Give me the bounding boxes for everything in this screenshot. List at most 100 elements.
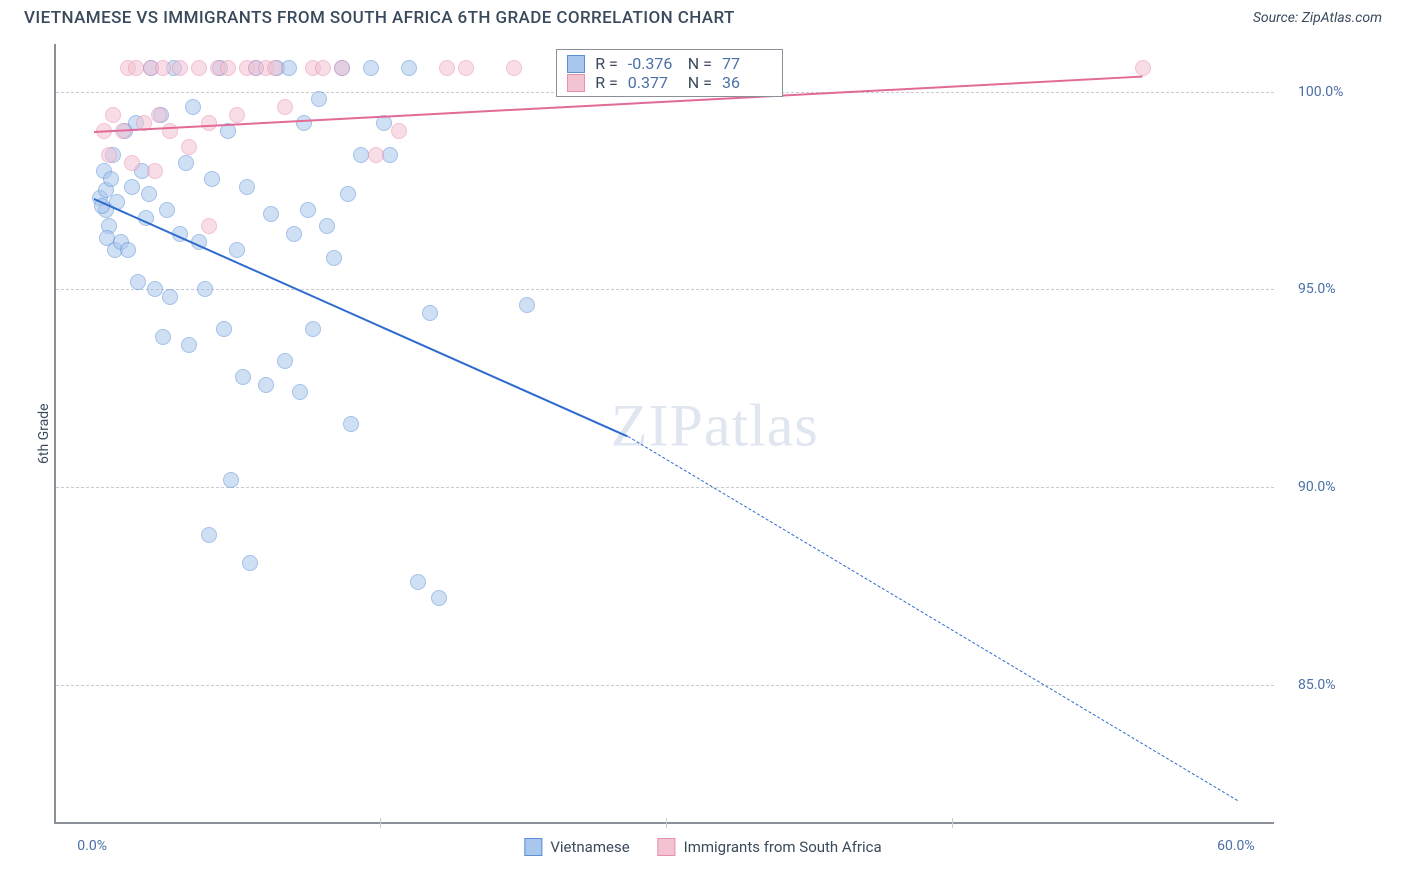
scatter-point [519,297,535,313]
scatter-point [105,107,121,123]
scatter-point [410,574,426,590]
scatter-point [162,289,178,305]
scatter-point [235,369,251,385]
corr-n-label: N = [688,54,712,73]
scatter-point [128,60,144,76]
scatter-point [267,60,283,76]
x-minor-tick [380,818,381,828]
scatter-point [141,186,157,202]
scatter-point [130,274,146,290]
scatter-point [319,218,335,234]
y-tick-label: 85.0% [1298,677,1336,693]
scatter-point [124,155,140,171]
scatter-point [155,329,171,345]
scatter-point [422,305,438,321]
y-tick-label: 100.0% [1298,84,1343,100]
bottom-legend: Vietnamese Immigrants from South Africa [524,838,881,856]
scatter-point [223,472,239,488]
scatter-point [197,281,213,297]
x-tick-label: 60.0% [1217,838,1255,854]
scatter-point [185,99,201,115]
scatter-point [315,60,331,76]
scatter-point [340,186,356,202]
corr-n-value: 77 [722,54,772,73]
scatter-point [263,206,279,222]
plot-region: ZIPatlas R = -0.376 N = 77R = 0.377 N = 36 [54,44,1274,824]
legend-swatch [658,838,676,856]
corr-r-value: -0.376 [628,54,678,73]
scatter-point [124,179,140,195]
scatter-point [458,60,474,76]
scatter-point [277,99,293,115]
scatter-point [242,555,258,571]
x-minor-tick [952,818,953,828]
scatter-point [220,60,236,76]
scatter-point [439,60,455,76]
scatter-point [159,202,175,218]
corr-n-label: N = [688,73,712,92]
x-minor-tick [666,818,667,828]
legend-swatch [567,55,585,73]
scatter-point [229,107,245,123]
gridline [56,487,1274,488]
source-label: Source: ZipAtlas.com [1253,10,1382,26]
legend-item: Vietnamese [524,838,629,856]
correlation-box: R = -0.376 N = 77R = 0.377 N = 36 [556,49,783,97]
y-tick-label: 95.0% [1298,281,1336,297]
scatter-point [363,60,379,76]
watermark: ZIPatlas [611,392,819,461]
correlation-row: R = 0.377 N = 36 [567,73,772,92]
scatter-point [162,123,178,139]
scatter-point [305,321,321,337]
scatter-point [201,115,217,131]
chart-title: VIETNAMESE VS IMMIGRANTS FROM SOUTH AFRI… [24,8,735,28]
scatter-point [178,155,194,171]
scatter-point [326,250,342,266]
scatter-point [277,353,293,369]
scatter-point [353,147,369,163]
legend-swatch [524,838,542,856]
scatter-point [172,60,188,76]
scatter-point [1135,60,1151,76]
scatter-point [239,179,255,195]
scatter-point [286,226,302,242]
scatter-point [155,60,171,76]
scatter-point [147,163,163,179]
scatter-point [201,527,217,543]
scatter-point [147,281,163,297]
corr-r-value: 0.377 [628,73,678,92]
scatter-point [431,590,447,606]
scatter-point [292,384,308,400]
scatter-point [296,115,312,131]
corr-n-value: 36 [722,73,772,92]
scatter-point [334,60,350,76]
scatter-point [216,321,232,337]
scatter-point [343,416,359,432]
scatter-point [391,123,407,139]
correlation-row: R =-0.376N =77 [567,54,772,73]
scatter-point [401,60,417,76]
scatter-point [191,60,207,76]
y-tick-label: 90.0% [1298,479,1336,495]
legend-item: Immigrants from South Africa [658,838,882,856]
legend-label: Immigrants from South Africa [684,838,882,856]
scatter-point [204,171,220,187]
y-axis-title: 6th Grade [36,403,52,464]
scatter-point [258,377,274,393]
trend-line-dashed [628,436,1239,801]
legend-swatch [567,74,585,92]
gridline [56,685,1274,686]
x-tick-label: 0.0% [77,838,107,854]
scatter-point [181,139,197,155]
scatter-point [120,242,136,258]
title-bar: VIETNAMESE VS IMMIGRANTS FROM SOUTH AFRI… [0,0,1406,32]
gridline [56,289,1274,290]
scatter-point [103,171,119,187]
scatter-point [201,218,217,234]
trend-line [94,198,629,437]
corr-r-label: R = [595,73,618,92]
scatter-point [311,91,327,107]
scatter-point [368,147,384,163]
scatter-point [181,337,197,353]
scatter-point [506,60,522,76]
